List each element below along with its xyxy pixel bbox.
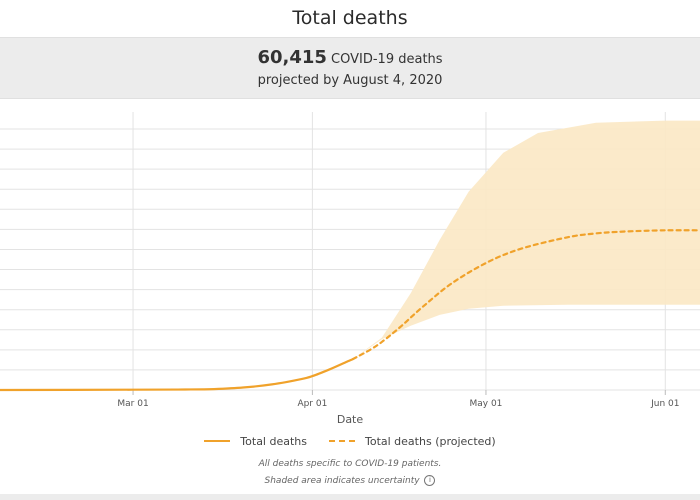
x-tick-label: Jun 01 [650, 399, 679, 409]
series-line-total-deaths [0, 358, 354, 392]
total-deaths-chart[interactable]: Mar 01 Apr 01 May 01 Jun 01 Date [0, 100, 700, 430]
x-tick-label: Apr 01 [297, 399, 327, 409]
note-uncertainty: Shaded area indicates uncertainty i [0, 475, 700, 486]
uncertainty-band [352, 120, 700, 360]
bottom-strip [0, 494, 700, 500]
legend-label-projected: Total deaths (projected) [365, 434, 496, 448]
projected-total-unit: COVID-19 deaths [331, 52, 443, 67]
note-uncertainty-text: Shaded area indicates uncertainty [264, 476, 420, 486]
note-deaths-specific: All deaths specific to COVID-19 patients… [258, 459, 442, 469]
summary-headline: 60,415 COVID-19 deaths [0, 47, 700, 68]
legend-item-total-deaths[interactable]: Total deaths [204, 435, 307, 448]
legend-item-projected[interactable]: Total deaths (projected) [329, 435, 496, 448]
projected-date-text: projected by August 4, 2020 [257, 73, 443, 88]
page-title: Total deaths [292, 7, 408, 29]
summary-box: 60,415 COVID-19 deaths projected by Augu… [0, 37, 700, 99]
legend-label-total-deaths: Total deaths [240, 434, 307, 448]
x-tick-label: May 01 [469, 399, 502, 409]
info-icon[interactable]: i [424, 475, 436, 486]
series-line-projected [351, 229, 700, 361]
legend-swatch-dashed [329, 440, 355, 442]
projected-total-value: 60,415 [257, 47, 327, 68]
legend-swatch-solid [204, 440, 231, 442]
x-axis-label: Date [337, 413, 364, 426]
chart-legend: Total deaths Total deaths (projected) [0, 432, 700, 450]
x-tick-label: Mar 01 [117, 399, 148, 409]
